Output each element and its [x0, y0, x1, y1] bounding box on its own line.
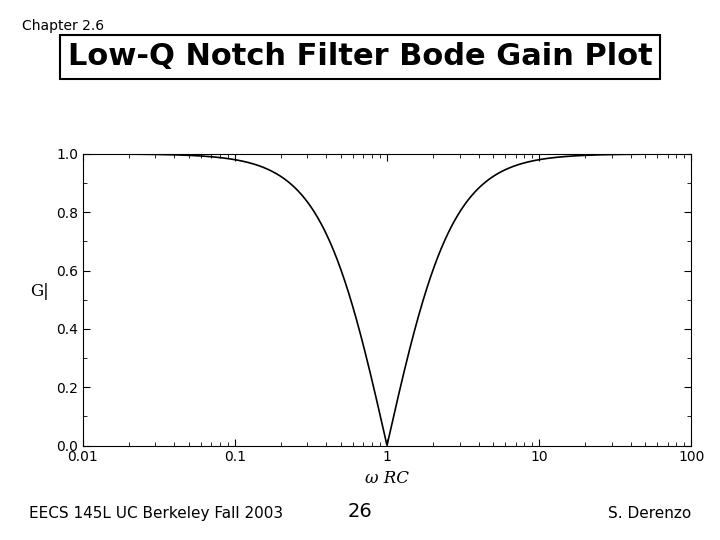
X-axis label: ω RC: ω RC — [365, 470, 409, 487]
Text: 26: 26 — [348, 502, 372, 521]
Text: Chapter 2.6: Chapter 2.6 — [22, 19, 104, 33]
Y-axis label: G|: G| — [30, 283, 49, 300]
Text: Low-Q Notch Filter Bode Gain Plot: Low-Q Notch Filter Bode Gain Plot — [68, 42, 652, 71]
Text: EECS 145L UC Berkeley Fall 2003: EECS 145L UC Berkeley Fall 2003 — [29, 506, 283, 521]
Text: S. Derenzo: S. Derenzo — [608, 506, 691, 521]
